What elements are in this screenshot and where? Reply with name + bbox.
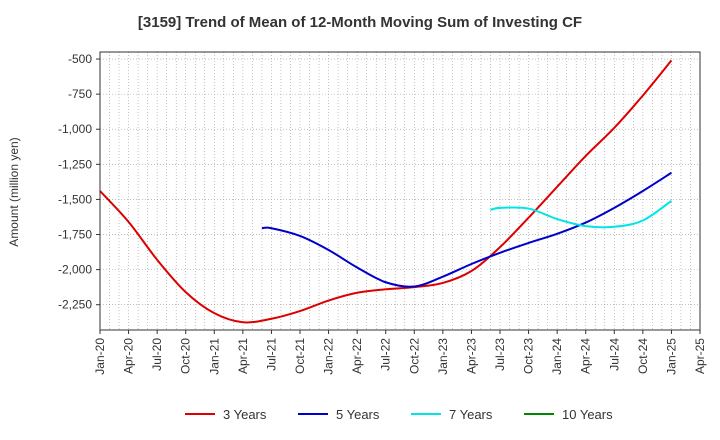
legend: 3 Years 5 Years 7 Years 10 Years — [185, 407, 613, 422]
x-tick-label: Jul-23 — [493, 338, 507, 371]
x-tick-label: Jul-24 — [607, 338, 621, 371]
x-tick-label: Apr-25 — [693, 338, 707, 374]
x-tick-label: Apr-23 — [464, 338, 478, 374]
x-tick-label: Jan-20 — [93, 338, 107, 375]
series-line-0 — [99, 59, 673, 324]
legend-label: 7 Years — [449, 407, 493, 422]
legend-label: 10 Years — [562, 407, 613, 422]
x-tick-label: Apr-22 — [350, 338, 364, 374]
y-tick-label: -1,250 — [58, 157, 92, 171]
y-tick-label: -1,000 — [58, 122, 92, 136]
x-tick-label: Jan-21 — [207, 338, 221, 375]
legend-label: 5 Years — [336, 407, 380, 422]
x-tick-label: Jan-23 — [436, 338, 450, 375]
y-tick-label: -500 — [68, 52, 92, 66]
chart-title: [3159] Trend of Mean of 12-Month Moving … — [137, 14, 583, 31]
x-tick-label: Jan-22 — [322, 338, 336, 375]
grid-layer — [100, 52, 700, 330]
y-axis-label: Amount (million yen) — [7, 137, 21, 246]
x-tick-label: Jan-25 — [664, 338, 678, 375]
y-tick-label: -1,750 — [58, 228, 92, 242]
x-tick-label: Jan-24 — [550, 338, 564, 375]
y-axis-ticks: -500 -750 -1,000 -1,250 -1,500 -1,750 -2,000 -2… — [58, 52, 100, 312]
x-axis-ticks: Jan-20 Apr-20 Jul-20 Oct-20 Jan-21 Apr-21 Jul-… — [93, 330, 707, 375]
y-tick-label: -750 — [68, 87, 92, 101]
x-tick-label: Apr-24 — [579, 338, 593, 374]
y-tick-label: -1,500 — [58, 192, 92, 206]
series-line-2 — [490, 200, 673, 229]
x-tick-label: Jul-20 — [150, 338, 164, 371]
x-tick-label: Oct-22 — [407, 338, 421, 374]
x-tick-label: Apr-20 — [122, 338, 136, 374]
series-layer — [99, 59, 673, 324]
x-tick-label: Oct-23 — [522, 338, 536, 374]
x-tick-label: Apr-21 — [236, 338, 250, 374]
legend-label: 3 Years — [223, 407, 267, 422]
y-tick-label: -2,250 — [58, 298, 92, 312]
x-tick-label: Oct-21 — [293, 338, 307, 374]
plot-frame — [99, 51, 701, 331]
x-tick-label: Jul-22 — [379, 338, 393, 371]
x-tick-label: Jul-21 — [264, 338, 278, 371]
x-tick-label: Oct-24 — [636, 338, 650, 374]
y-tick-label: -2,000 — [58, 263, 92, 277]
x-tick-label: Oct-20 — [179, 338, 193, 374]
series-line-1 — [261, 171, 672, 288]
